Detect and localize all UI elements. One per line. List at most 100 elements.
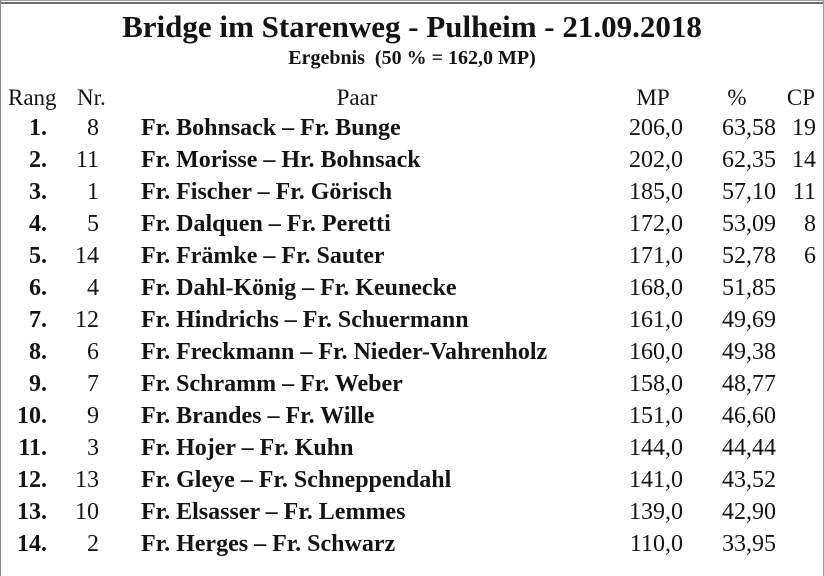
mp-cell: 206,0 bbox=[629, 114, 683, 141]
cp-cell bbox=[779, 464, 823, 496]
cp-cell: 19 bbox=[792, 114, 816, 141]
mp-cell: 144,0 bbox=[629, 434, 683, 461]
rank-cell: 4. bbox=[29, 210, 47, 237]
page-subtitle: Ergebnis (50 % = 162,0 MP) bbox=[288, 47, 536, 69]
rank-cell: 2. bbox=[29, 146, 47, 173]
mp-cell: 141,0 bbox=[629, 466, 683, 493]
mp-cell: 168,0 bbox=[629, 274, 683, 301]
table-row: 6. 4 Fr. Dahl-König – Fr. Keunecke 168,0… bbox=[1, 272, 823, 304]
pair-number-cell: 12 bbox=[75, 306, 99, 333]
pair-names-cell: Fr. Schramm – Fr. Weber bbox=[141, 370, 403, 397]
top-gap bbox=[1, 1, 823, 2]
table-row: 13. 10 Fr. Elsasser – Fr. Lemmes 139,0 4… bbox=[1, 496, 823, 528]
percent-cell: 48,77 bbox=[722, 370, 776, 397]
percent-cell: 63,58 bbox=[722, 114, 776, 141]
rank-cell: 5. bbox=[29, 242, 47, 269]
percent-cell: 42,90 bbox=[722, 498, 776, 525]
rank-cell: 13. bbox=[17, 498, 47, 525]
rank-cell: 8. bbox=[29, 338, 47, 365]
mp-cell: 171,0 bbox=[629, 242, 683, 269]
percent-cell: 51,85 bbox=[722, 274, 776, 301]
rank-cell: 14. bbox=[17, 530, 47, 557]
pair-number-cell: 11 bbox=[75, 146, 99, 173]
percent-cell: 53,09 bbox=[722, 210, 776, 237]
pair-names-cell: Fr. Herges – Fr. Schwarz bbox=[141, 530, 396, 557]
percent-cell: 43,52 bbox=[722, 466, 776, 493]
percent-cell: 57,10 bbox=[722, 178, 776, 205]
results-table-header: Rang Nr. Paar MP % CP bbox=[1, 84, 823, 112]
table-row: 8. 6 Fr. Freckmann – Fr. Nieder-Vahrenho… bbox=[1, 336, 823, 368]
pair-names-cell: Fr. Bohnsack – Fr. Bunge bbox=[141, 114, 401, 141]
cp-cell: 14 bbox=[792, 146, 816, 173]
pair-number-cell: 8 bbox=[87, 114, 99, 141]
results-table: Rang Nr. Paar MP % CP 1. 8 Fr. Bohnsack … bbox=[1, 84, 823, 560]
table-row: 3. 1 Fr. Fischer – Fr. Görisch 185,0 57,… bbox=[1, 176, 823, 208]
rank-cell: 6. bbox=[29, 274, 47, 301]
rank-cell: 10. bbox=[17, 402, 47, 429]
mp-cell: 161,0 bbox=[629, 306, 683, 333]
mp-cell: 151,0 bbox=[629, 402, 683, 429]
percent-cell: 52,78 bbox=[722, 242, 776, 269]
table-row: 12. 13 Fr. Gleye – Fr. Schneppendahl 141… bbox=[1, 464, 823, 496]
mp-cell: 202,0 bbox=[629, 146, 683, 173]
percent-cell: 62,35 bbox=[722, 146, 776, 173]
pair-names-cell: Fr. Hindrichs – Fr. Schuermann bbox=[141, 306, 469, 333]
cp-cell bbox=[779, 432, 823, 464]
col-header-rang: Rang bbox=[8, 85, 57, 110]
mp-cell: 185,0 bbox=[629, 178, 683, 205]
table-row: 10. 9 Fr. Brandes – Fr. Wille 151,0 46,6… bbox=[1, 400, 823, 432]
cp-cell bbox=[779, 400, 823, 432]
rank-cell: 1. bbox=[29, 114, 47, 141]
mp-cell: 160,0 bbox=[629, 338, 683, 365]
rank-cell: 7. bbox=[29, 306, 47, 333]
pair-names-cell: Fr. Elsasser – Fr. Lemmes bbox=[141, 498, 406, 525]
table-row: 9. 7 Fr. Schramm – Fr. Weber 158,0 48,77 bbox=[1, 368, 823, 400]
cp-cell bbox=[779, 304, 823, 336]
header-row: Rang Nr. Paar MP % CP bbox=[1, 84, 823, 112]
cp-cell: 11 bbox=[792, 178, 816, 205]
table-row: 11. 3 Fr. Hojer – Fr. Kuhn 144,0 44,44 bbox=[1, 432, 823, 464]
col-header-nr: Nr. bbox=[77, 85, 106, 110]
page-title: Bridge im Starenweg - Pulheim - 21.09.20… bbox=[122, 9, 702, 44]
table-row: 7. 12 Fr. Hindrichs – Fr. Schuermann 161… bbox=[1, 304, 823, 336]
pair-names-cell: Fr. Morisse – Hr. Bohnsack bbox=[141, 146, 421, 173]
rank-cell: 11. bbox=[18, 434, 47, 461]
pair-names-cell: Fr. Gleye – Fr. Schneppendahl bbox=[141, 466, 452, 493]
table-row: 2. 11 Fr. Morisse – Hr. Bohnsack 202,0 6… bbox=[1, 144, 823, 176]
cp-cell: 6 bbox=[804, 242, 816, 269]
col-header-paar: Paar bbox=[336, 85, 378, 110]
mp-cell: 172,0 bbox=[629, 210, 683, 237]
pair-number-cell: 3 bbox=[87, 434, 99, 461]
rank-cell: 9. bbox=[29, 370, 47, 397]
percent-cell: 49,69 bbox=[722, 306, 776, 333]
pair-number-cell: 4 bbox=[87, 274, 99, 301]
table-row: 1. 8 Fr. Bohnsack – Fr. Bunge 206,0 63,5… bbox=[1, 112, 823, 144]
table-row: 14. 2 Fr. Herges – Fr. Schwarz 110,0 33,… bbox=[1, 528, 823, 560]
pair-number-cell: 13 bbox=[75, 466, 99, 493]
pair-number-cell: 2 bbox=[87, 530, 99, 557]
pair-names-cell: Fr. Brandes – Fr. Wille bbox=[141, 402, 375, 429]
pair-names-cell: Fr. Fischer – Fr. Görisch bbox=[141, 178, 393, 205]
cp-cell bbox=[779, 496, 823, 528]
col-header-cp: CP bbox=[786, 85, 816, 110]
percent-cell: 49,38 bbox=[722, 338, 776, 365]
mp-cell: 110,0 bbox=[629, 530, 683, 557]
percent-cell: 44,44 bbox=[722, 434, 776, 461]
cp-cell bbox=[779, 336, 823, 368]
percent-cell: 46,60 bbox=[722, 402, 776, 429]
cp-cell bbox=[779, 272, 823, 304]
top-rule-line bbox=[1, 2, 823, 4]
pair-number-cell: 1 bbox=[87, 178, 99, 205]
results-table-body: 1. 8 Fr. Bohnsack – Fr. Bunge 206,0 63,5… bbox=[1, 112, 823, 560]
col-header-percent: % bbox=[727, 85, 747, 110]
col-header-mp: MP bbox=[636, 85, 670, 110]
pair-names-cell: Fr. Dahl-König – Fr. Keunecke bbox=[141, 274, 457, 301]
table-row: 4. 5 Fr. Dalquen – Fr. Peretti 172,0 53,… bbox=[1, 208, 823, 240]
cp-cell bbox=[779, 528, 823, 560]
pair-number-cell: 9 bbox=[87, 402, 99, 429]
top-edge-line bbox=[1, 0, 823, 1]
pair-names-cell: Fr. Dalquen – Fr. Peretti bbox=[141, 210, 391, 237]
pair-names-cell: Fr. Freckmann – Fr. Nieder-Vahrenholz bbox=[141, 338, 548, 365]
percent-cell: 33,95 bbox=[722, 530, 776, 557]
